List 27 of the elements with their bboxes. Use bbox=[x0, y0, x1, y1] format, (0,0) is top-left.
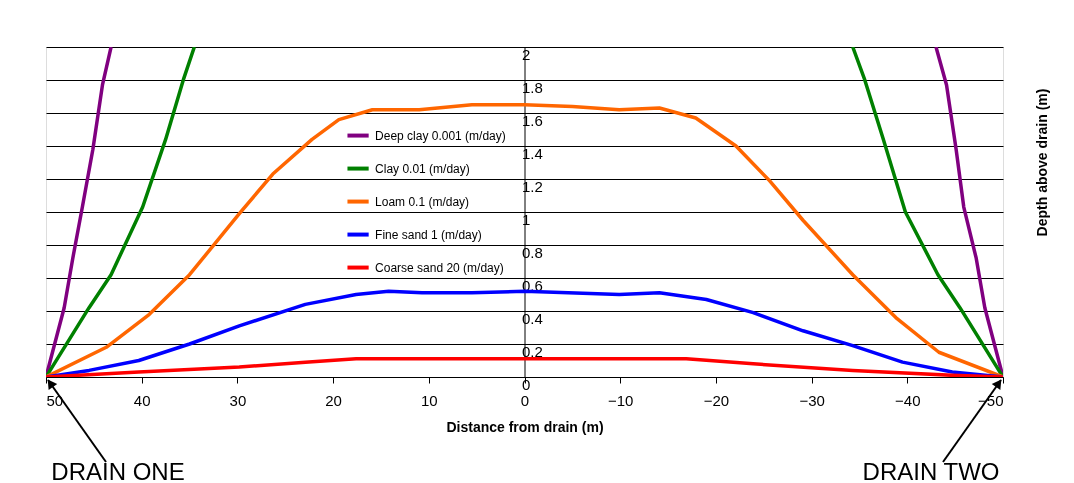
y-tick-label: 0.2 bbox=[522, 342, 543, 360]
x-tick-label: −20 bbox=[703, 391, 730, 409]
x-tick-label: −40 bbox=[895, 391, 921, 409]
x-tick-label: 40 bbox=[133, 391, 151, 409]
y-tick-label: 1.4 bbox=[522, 144, 543, 162]
y-axis-title: Depth above drain (m) bbox=[1034, 88, 1050, 237]
y-tick-label: 1 bbox=[522, 210, 531, 228]
x-tick-label: −30 bbox=[799, 391, 825, 409]
legend-label: Fine sand 1 (m/day) bbox=[375, 227, 482, 242]
legend-label: Loam 0.1 (m/day) bbox=[375, 194, 470, 209]
y-tick-label: 0.4 bbox=[522, 309, 543, 327]
annotation: DRAIN TWO bbox=[862, 458, 1000, 483]
annotation: DRAIN ONE bbox=[51, 458, 185, 483]
legend-label: Deep clay 0.001 (m/day) bbox=[375, 128, 506, 143]
x-tick-label: −10 bbox=[607, 391, 634, 409]
x-tick-label: 20 bbox=[325, 391, 342, 409]
legend-label: Clay 0.01 (m/day) bbox=[375, 161, 470, 176]
x-axis-title: Distance from drain (m) bbox=[446, 418, 604, 435]
y-tick-label: 0 bbox=[522, 375, 531, 393]
legend-label: Coarse sand 20 (m/day) bbox=[375, 260, 504, 275]
y-tick-label: 1.6 bbox=[522, 111, 543, 129]
x-tick-label: 10 bbox=[420, 391, 438, 409]
y-tick-label: 0.8 bbox=[522, 243, 543, 261]
y-tick-label: 1.2 bbox=[522, 177, 543, 195]
y-tick-label: 1.8 bbox=[522, 78, 543, 96]
x-tick-label: 30 bbox=[229, 391, 247, 409]
y-tick-label: 2 bbox=[522, 45, 531, 63]
